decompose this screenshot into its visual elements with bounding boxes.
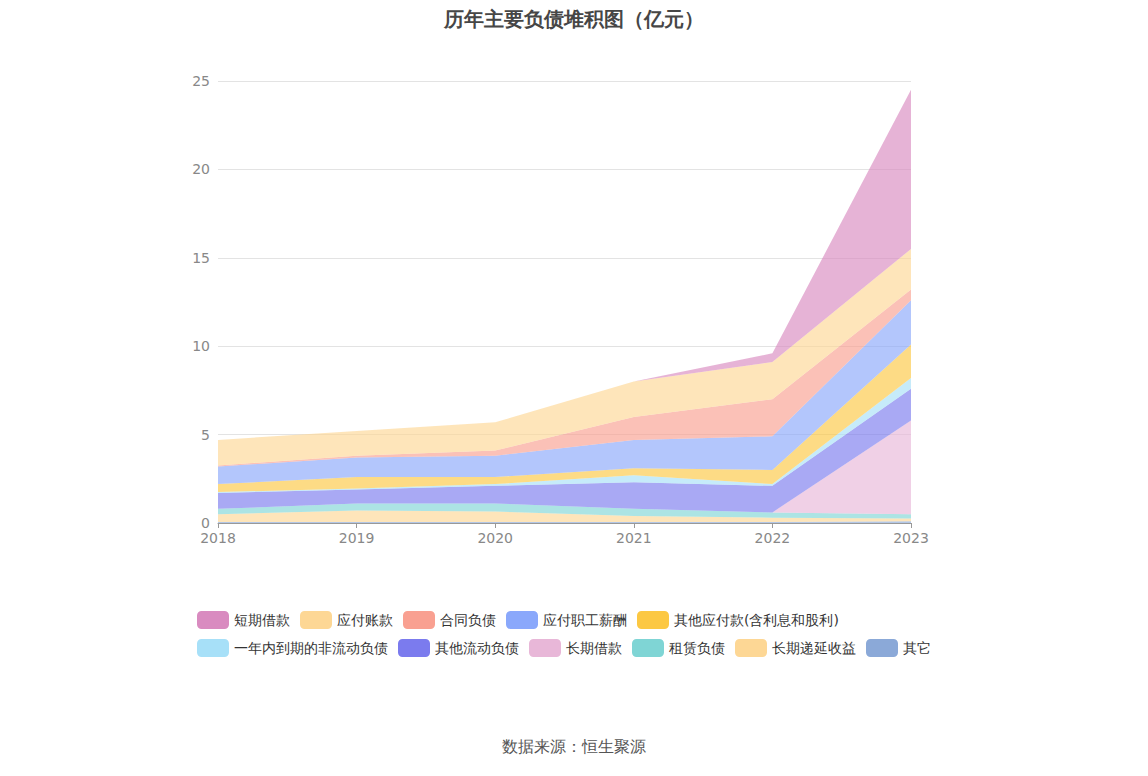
svg-text:20: 20 — [192, 161, 210, 177]
svg-text:10: 10 — [192, 338, 210, 354]
svg-text:2018: 2018 — [200, 530, 236, 546]
svg-text:应付职工薪酬: 应付职工薪酬 — [543, 612, 627, 628]
svg-text:短期借款: 短期借款 — [234, 612, 290, 628]
svg-text:历年主要负债堆积图（亿元）: 历年主要负债堆积图（亿元） — [443, 7, 704, 31]
svg-text:数据来源：恒生聚源: 数据来源：恒生聚源 — [502, 737, 646, 756]
svg-text:2020: 2020 — [477, 530, 513, 546]
svg-text:一年内到期的非流动负债: 一年内到期的非流动负债 — [234, 640, 388, 656]
svg-text:租赁负债: 租赁负债 — [669, 640, 725, 656]
svg-text:其他流动负债: 其他流动负债 — [435, 640, 519, 656]
svg-text:2023: 2023 — [893, 530, 929, 546]
svg-text:其他应付款(含利息和股利): 其他应付款(含利息和股利) — [674, 612, 839, 628]
svg-text:2021: 2021 — [616, 530, 652, 546]
svg-text:应付账款: 应付账款 — [337, 612, 393, 628]
svg-text:其它: 其它 — [903, 640, 931, 656]
svg-text:长期借款: 长期借款 — [566, 640, 622, 656]
svg-text:15: 15 — [192, 250, 210, 266]
svg-text:5: 5 — [201, 427, 210, 443]
svg-text:2022: 2022 — [755, 530, 791, 546]
svg-text:合同负债: 合同负债 — [440, 612, 496, 628]
svg-text:25: 25 — [192, 73, 210, 89]
svg-text:2019: 2019 — [339, 530, 375, 546]
svg-text:0: 0 — [201, 515, 210, 531]
svg-text:长期递延收益: 长期递延收益 — [772, 640, 856, 656]
